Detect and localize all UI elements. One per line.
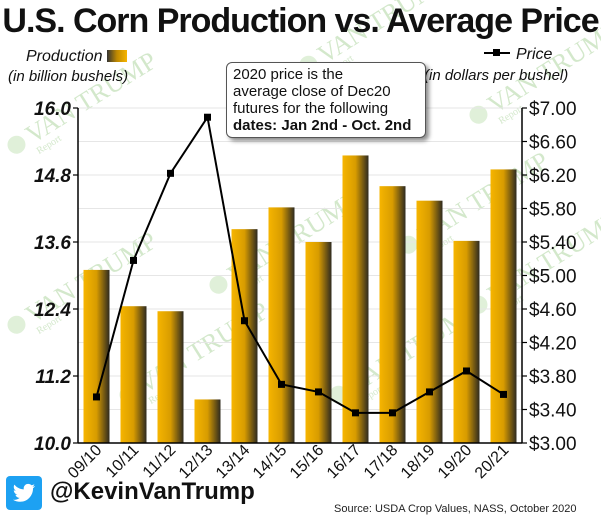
right-tick-label: $6.60	[529, 133, 577, 154]
legend-production-label: Production	[26, 48, 103, 65]
right-tick-label: $3.80	[529, 367, 577, 388]
price-point	[204, 113, 211, 121]
source-note: Source: USDA Crop Values, NASS, October …	[334, 503, 577, 515]
price-point	[463, 367, 470, 375]
price-point	[93, 393, 100, 401]
watermark-corn-icon	[7, 315, 26, 334]
production-bar	[379, 186, 406, 443]
production-bar	[157, 311, 184, 443]
price-point	[167, 169, 174, 177]
left-axis-labels: 10.0 11.2 12.4 13.6 14.8 16.0	[34, 99, 78, 455]
right-tick-label: $5.00	[529, 267, 577, 288]
x-tick-label: 16/17	[324, 442, 364, 482]
price-series-line	[95, 114, 505, 414]
watermark-corn-icon	[7, 135, 26, 154]
price-point	[315, 388, 322, 396]
annotation-line-2: average close of Dec20	[233, 83, 391, 100]
price-point	[426, 388, 433, 396]
legend-production: Production	[26, 48, 127, 66]
left-tick-label: 10.0	[34, 434, 71, 455]
twitter-handle[interactable]: @KevinVanTrump	[50, 478, 255, 505]
x-tick-label: 13/14	[213, 442, 253, 482]
left-tick-label: 13.6	[34, 233, 71, 254]
right-tick-label: $3.40	[529, 401, 577, 422]
production-bar	[416, 200, 443, 443]
annotation-line-1: 2020 price is the	[233, 66, 344, 83]
right-tick-label: $4.60	[529, 300, 577, 321]
annotation-box: 2020 price is the average close of Dec20…	[226, 62, 426, 138]
right-tick-label: $4.20	[529, 334, 577, 355]
right-tick-label: $6.20	[529, 166, 577, 187]
watermark-corn-icon	[469, 105, 488, 124]
price-line	[93, 113, 507, 417]
x-tick-label: 09/10	[65, 442, 105, 482]
price-point	[241, 317, 248, 325]
price-point	[278, 380, 285, 388]
annotation-line-4: dates: Jan 2nd - Oct. 2nd	[233, 117, 412, 134]
price-unit-label: (in dollars per bushel)	[424, 67, 569, 84]
twitter-icon[interactable]	[6, 476, 42, 510]
right-tick-label: $5.40	[529, 233, 577, 254]
production-swatch-icon	[106, 50, 127, 62]
price-point	[500, 390, 507, 398]
price-point	[352, 409, 359, 417]
legend-price-label: Price	[516, 46, 553, 63]
production-bar	[83, 269, 110, 443]
production-bar	[490, 169, 517, 443]
x-axis-labels: 09/1010/1111/1212/1313/1414/1515/1616/17…	[65, 442, 512, 482]
price-line-marker-icon	[484, 49, 510, 56]
chart-title: U.S. Corn Production vs. Average Price	[2, 2, 599, 40]
production-bar	[194, 399, 221, 443]
x-tick-label: 20/21	[472, 442, 512, 482]
production-bar	[453, 240, 480, 443]
right-axis-labels: $3.00 $3.40 $3.80 $4.20 $4.60 $5.00 $5.40 $5.80…	[522, 99, 577, 455]
x-tick-label: 10/11	[103, 442, 143, 482]
x-tick-label: 18/19	[398, 442, 438, 482]
annotation-line-3: futures for the following	[233, 100, 389, 117]
x-tick-label: 14/15	[250, 442, 290, 482]
production-unit-label: (in billion bushels)	[8, 68, 129, 85]
left-tick-label: 12.4	[34, 300, 71, 321]
production-bar	[305, 242, 332, 443]
x-tick-label: 17/18	[361, 442, 401, 482]
right-tick-label: $3.00	[529, 434, 577, 455]
x-tick-label: 19/20	[435, 442, 475, 482]
production-bar	[268, 207, 295, 443]
production-bar	[342, 155, 369, 444]
x-tick-label: 12/13	[176, 442, 216, 482]
watermark-corn-icon	[209, 275, 228, 294]
production-bar	[120, 306, 147, 443]
left-tick-label: 16.0	[34, 99, 71, 120]
left-tick-label: 14.8	[34, 166, 71, 187]
right-tick-label: $5.80	[529, 200, 577, 221]
right-tick-label: $7.00	[529, 99, 577, 120]
price-point	[130, 256, 137, 264]
x-tick-label: 11/12	[140, 442, 180, 482]
price-point	[389, 409, 396, 417]
x-tick-label: 15/16	[287, 442, 327, 482]
left-tick-label: 11.2	[35, 367, 71, 388]
legend-price: Price	[484, 46, 552, 64]
